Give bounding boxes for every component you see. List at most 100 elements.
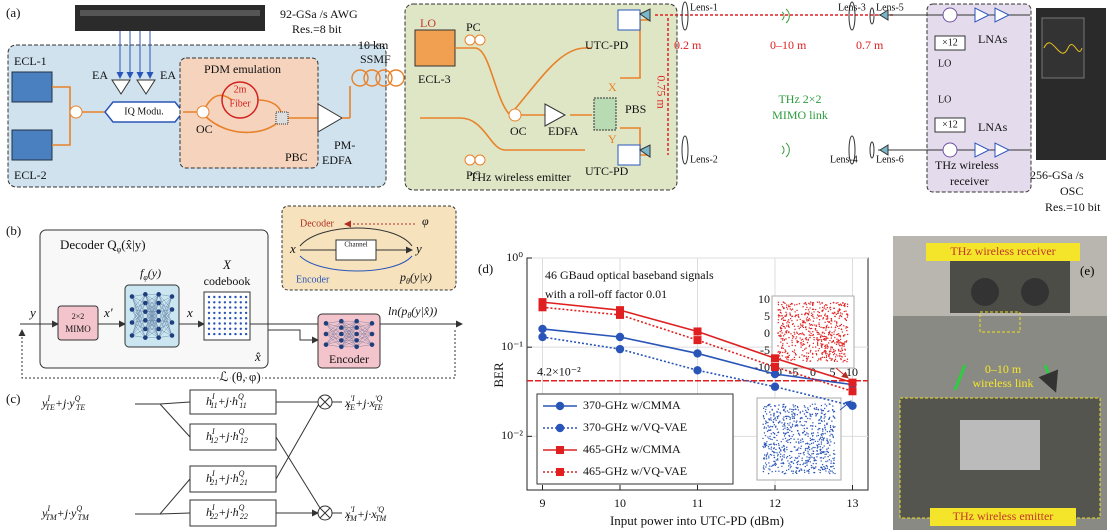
constellation-dot xyxy=(781,325,782,326)
constellation-dot xyxy=(778,316,779,317)
constellation-dot xyxy=(839,304,840,305)
inset-y: y xyxy=(414,241,422,256)
constellation-dot xyxy=(791,342,792,343)
codebook-point xyxy=(213,296,215,298)
constellation-dot xyxy=(801,354,802,355)
constellation-dot xyxy=(792,323,793,324)
constellation-dot xyxy=(826,357,827,358)
constellation-dot xyxy=(770,444,771,445)
constellation-dot xyxy=(788,412,789,413)
codebook-point xyxy=(240,306,242,308)
x-prime: x' xyxy=(103,305,113,320)
constellation-dot xyxy=(824,350,825,351)
constellation-dot xyxy=(820,359,821,360)
constellation-dot xyxy=(776,411,777,412)
codebook-point xyxy=(224,312,226,314)
constellation-dot xyxy=(842,361,843,362)
constellation-dot xyxy=(810,335,811,336)
constellation-dot xyxy=(785,351,786,352)
constellation-dot xyxy=(797,326,798,327)
constellation-dot xyxy=(825,329,826,330)
distance-label: 0.7 m xyxy=(856,38,884,52)
constellation-dot xyxy=(788,346,789,347)
constellation-dot xyxy=(766,441,767,442)
constellation-dot xyxy=(827,348,828,349)
inset-decoder: Decoder xyxy=(300,218,335,229)
constellation-dot xyxy=(843,305,844,306)
constellation-dot xyxy=(824,403,825,404)
codebook-point xyxy=(234,306,236,308)
constellation-dot xyxy=(782,339,783,340)
constellation-dot xyxy=(823,417,824,418)
constellation-dot xyxy=(804,405,805,406)
constellation-dot xyxy=(783,320,784,321)
coupler xyxy=(509,109,521,121)
constellation-dot xyxy=(798,456,799,457)
constellation-dot xyxy=(806,329,807,330)
constellation-dot xyxy=(782,345,783,346)
constellation-dot xyxy=(766,464,767,465)
constellation-dot xyxy=(826,327,827,328)
constellation-dot xyxy=(808,409,809,410)
constellation-dot xyxy=(811,467,812,468)
constellation-dot xyxy=(799,464,800,465)
constellation-dot xyxy=(824,315,825,316)
constellation-dot xyxy=(834,342,835,343)
constellation-dot xyxy=(807,451,808,452)
constellation-dot xyxy=(771,471,772,472)
codebook-point xyxy=(208,312,210,314)
constellation-dot xyxy=(814,447,815,448)
constellation-dot xyxy=(782,439,783,440)
constellation-dot xyxy=(791,431,792,432)
constellation-dot xyxy=(788,425,789,426)
constellation-dot xyxy=(817,343,818,344)
y-axis-title: BER xyxy=(491,362,506,388)
constellation-dot xyxy=(782,352,783,353)
constellation-dot xyxy=(794,333,795,334)
superscript: I xyxy=(46,394,50,403)
constellation-dot xyxy=(832,434,833,435)
constellation-dot xyxy=(828,447,829,448)
constellation-dot xyxy=(847,327,848,328)
constellation-dot xyxy=(812,353,813,354)
constellation-dot xyxy=(814,324,815,325)
constellation-dot xyxy=(815,350,816,351)
constellation-dot xyxy=(782,472,783,473)
constellation-dot xyxy=(788,463,789,464)
constellation-dot xyxy=(822,352,823,353)
constellation-dot xyxy=(784,434,785,435)
constellation-dot xyxy=(797,414,798,415)
constellation-dot xyxy=(773,451,774,452)
constellation-dot xyxy=(778,404,779,405)
constellation-dot xyxy=(790,333,791,334)
constellation-dot xyxy=(838,340,839,341)
constellation-dot xyxy=(793,416,794,417)
constellation-dot xyxy=(832,430,833,431)
constellation-dot xyxy=(803,321,804,322)
constellation-dot xyxy=(778,351,779,352)
constellation-dot xyxy=(827,443,828,444)
constellation-dot xyxy=(803,343,804,344)
pc xyxy=(465,155,475,165)
constellation-dot xyxy=(801,446,802,447)
constellation-dot xyxy=(837,302,838,303)
constellation-dot xyxy=(804,334,805,335)
text-part: +j·h xyxy=(218,471,238,485)
subscript: 21 xyxy=(210,478,218,487)
constellation-dot xyxy=(819,439,820,440)
constellation-dot xyxy=(778,302,779,303)
constellation-dot xyxy=(806,456,807,457)
constellation-dot xyxy=(792,359,793,360)
constellation-dot xyxy=(766,456,767,457)
constellation-dot xyxy=(831,326,832,327)
constellation-dot xyxy=(804,428,805,429)
constellation-dot xyxy=(808,339,809,340)
text-part: ln(p xyxy=(388,304,407,318)
constellation-dot xyxy=(798,442,799,443)
scope-screen xyxy=(1042,18,1084,78)
nn-node xyxy=(339,345,344,350)
figure: (a) 92-GSa /s AWG Res.=8 bit ECL-1 ECL-2… xyxy=(0,0,1112,532)
lens-label: Lens-6 xyxy=(876,154,904,165)
constellation-dot xyxy=(812,435,813,436)
constellation-dot xyxy=(813,334,814,335)
